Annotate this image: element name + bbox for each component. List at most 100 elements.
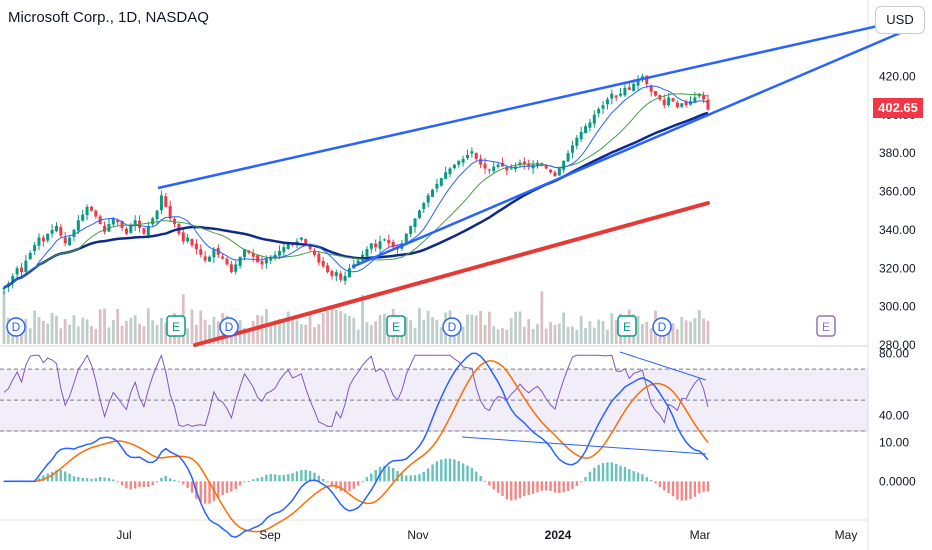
candle-body: [76, 220, 80, 231]
candle-body: [190, 239, 194, 246]
volume-bar: [160, 317, 163, 344]
candle-body: [365, 249, 369, 257]
candle-body: [225, 258, 229, 265]
candle-body: [601, 105, 605, 109]
volume-bar: [203, 319, 207, 344]
macd-histogram-bar: [684, 481, 688, 501]
candle-body: [431, 189, 435, 197]
macd-histogram-bar: [177, 481, 181, 483]
dividend-marker-label: D: [448, 320, 457, 334]
candle-body: [212, 249, 216, 258]
volume-bar: [304, 324, 308, 344]
candle-body: [221, 256, 225, 259]
macd-histogram-bar: [610, 462, 614, 482]
candle-body: [391, 241, 395, 248]
candle-body: [417, 210, 421, 218]
price-tick-label: 360.00: [879, 185, 916, 199]
macd-histogram-bar: [545, 481, 548, 491]
macd-histogram-bar: [278, 475, 281, 482]
chart-title: Microsoft Corp., 1D, NASDAQ: [8, 9, 209, 26]
macd-histogram-bar: [42, 475, 45, 482]
macd-histogram-bar: [488, 481, 491, 486]
candle-body: [304, 239, 308, 244]
candle-body: [81, 214, 85, 221]
candle-body: [588, 122, 592, 128]
volume-bar: [76, 326, 80, 344]
macd-histogram-bar: [431, 464, 434, 482]
macd-histogram-bar: [308, 470, 312, 482]
candle-body: [382, 239, 386, 241]
price-tick-label: 340.00: [879, 223, 916, 237]
wedge-lower-line: [351, 31, 901, 269]
macd-histogram-bar: [658, 481, 662, 488]
volume-bar: [675, 329, 679, 344]
volume-bar: [146, 308, 150, 344]
macd-divergence-line: [461, 436, 707, 455]
volume-bar: [299, 324, 303, 344]
macd-histogram-bar: [531, 481, 535, 494]
macd-histogram-bar: [234, 481, 237, 490]
candle-body: [662, 99, 666, 106]
macd-histogram-bar: [142, 481, 146, 488]
earnings-marker-label: E: [623, 320, 631, 334]
volume-bar: [667, 325, 671, 344]
macd-histogram-bar: [64, 471, 67, 482]
macd-histogram-bar: [138, 481, 141, 487]
volume-bar: [326, 311, 329, 344]
candle-body: [63, 237, 67, 244]
macd-histogram-bar: [579, 481, 583, 483]
volume-bar: [588, 321, 592, 344]
volume-bar: [575, 329, 579, 344]
candle-body: [667, 97, 671, 106]
candle-body: [566, 153, 570, 162]
macd-histogram-bar: [418, 474, 421, 482]
candle-body: [334, 272, 338, 277]
volume-bar: [487, 311, 491, 344]
currency-button[interactable]: USD: [875, 6, 925, 34]
candle-body: [168, 206, 172, 219]
macd-histogram-bar: [693, 481, 697, 497]
macd-histogram-bar: [654, 481, 657, 484]
candle-body: [675, 102, 679, 108]
candle-body: [54, 226, 58, 232]
volume-bar: [536, 323, 539, 344]
volume-bar: [111, 320, 115, 344]
macd-histogram-bar: [81, 477, 84, 482]
time-tick-label: Nov: [407, 528, 428, 542]
candle-body: [505, 167, 509, 171]
volume-bar: [601, 320, 605, 344]
macd-histogram-bar: [186, 481, 189, 488]
volume-bar: [431, 317, 434, 344]
macd-histogram-bar: [365, 477, 369, 482]
candle-body: [457, 160, 461, 165]
macd-histogram-bar: [335, 481, 338, 489]
macd-histogram-bar: [260, 476, 264, 482]
time-tick-label: Sep: [259, 528, 281, 542]
rsi-tick-label: 80.00: [879, 347, 909, 361]
volume-bar: [98, 309, 102, 344]
volume-bar: [194, 324, 198, 344]
volume-bar: [492, 326, 496, 344]
candle-body: [444, 172, 448, 179]
candle-body: [522, 161, 526, 165]
macd-histogram-bar: [413, 475, 417, 482]
volume-bar: [151, 320, 155, 344]
candle-body: [15, 268, 19, 275]
candle-body: [627, 87, 631, 90]
macd-histogram-bar: [689, 481, 692, 499]
volume-bar: [557, 323, 561, 344]
volume-bar: [133, 315, 137, 344]
candle-body: [474, 153, 478, 159]
candle-body: [343, 275, 347, 281]
volume-bar: [365, 322, 369, 344]
candle-body: [584, 126, 588, 133]
macd-histogram-bar: [514, 481, 517, 500]
volume-bar: [116, 308, 120, 344]
macd-histogram-bar: [566, 481, 570, 491]
macd-histogram-bar: [405, 475, 408, 482]
candle-body: [649, 85, 653, 92]
ma-200-line: [193, 201, 710, 347]
macd-histogram-bar: [252, 479, 255, 482]
volume-bar: [63, 319, 67, 344]
